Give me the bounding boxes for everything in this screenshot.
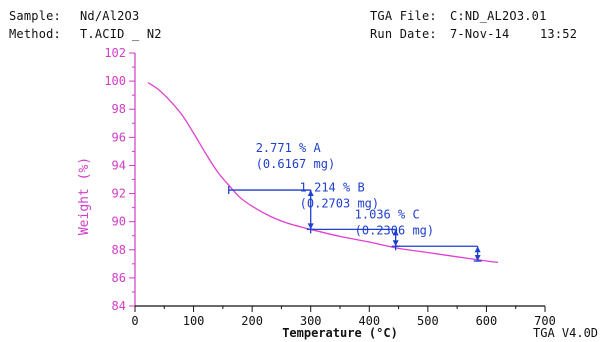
y-tick-label: 98 (112, 102, 126, 116)
step-mass-label: (0.6167 mg) (256, 157, 335, 171)
weight-curve (147, 81, 499, 264)
step-annotations: 2.771 % A (0.6167 mg) 1.214 % B (0.2703 mg)… (228, 141, 482, 262)
tga-file-value: C:ND_AL2O3.01 (450, 9, 547, 23)
y-tick-label: 94 (112, 158, 126, 172)
step-percent-label: 1.214 % B (300, 180, 365, 194)
run-date-label: Run Date: (370, 27, 437, 41)
y-tick-label: 100 (104, 74, 126, 88)
y-tick-label: 84 (112, 299, 126, 313)
sample-label: Sample: (9, 9, 61, 23)
software-version: TGA V4.0D (533, 326, 598, 340)
tga-file-label: TGA File: (370, 9, 437, 23)
y-tick-label: 96 (112, 130, 126, 144)
y-tick-label: 90 (112, 215, 126, 229)
y-tick-label: 92 (112, 187, 126, 201)
x-tick-label: 600 (476, 314, 498, 328)
x-tick-label: 500 (417, 314, 439, 328)
y-tick-label: 88 (112, 243, 126, 257)
y-tick-label: 86 (112, 271, 126, 285)
x-axis-label: Temperature (°C) (282, 326, 398, 340)
step-mass-label: (0.2306 mg) (355, 223, 434, 237)
y-tick-label: 102 (104, 46, 126, 60)
x-tick-label: 0 (131, 314, 138, 328)
x-tick-label: 400 (358, 314, 380, 328)
step-arrow-head-top (392, 229, 399, 236)
step-arrow-head-top (474, 246, 481, 253)
step-percent-label: 1.036 % C (355, 207, 420, 221)
x-axis-ticks: 0 100 200 300 400 500 600 700 (131, 306, 556, 328)
x-tick-label: 700 (534, 314, 556, 328)
y-axis-ticks: 84 86 88 90 92 94 96 98 100 102 (104, 46, 135, 313)
run-date-value: 7-Nov-14 (450, 27, 510, 41)
x-tick-label: 100 (183, 314, 205, 328)
method-label: Method: (9, 27, 61, 41)
step-percent-label: 2.771 % A (256, 141, 322, 155)
step-arrow-head-bottom (474, 255, 481, 262)
sample-value: Nd/Al2O3 (80, 9, 140, 23)
run-time-value: 13:52 (540, 27, 578, 41)
method-value: T.ACID _ N2 (80, 27, 162, 41)
x-tick-label: 300 (300, 314, 322, 328)
step-arrow-head-top (307, 190, 314, 197)
step-mass-label: (0.2703 mg) (300, 196, 379, 210)
x-tick-label: 200 (241, 314, 263, 328)
y-axis-label: Weight (%) (77, 157, 92, 235)
